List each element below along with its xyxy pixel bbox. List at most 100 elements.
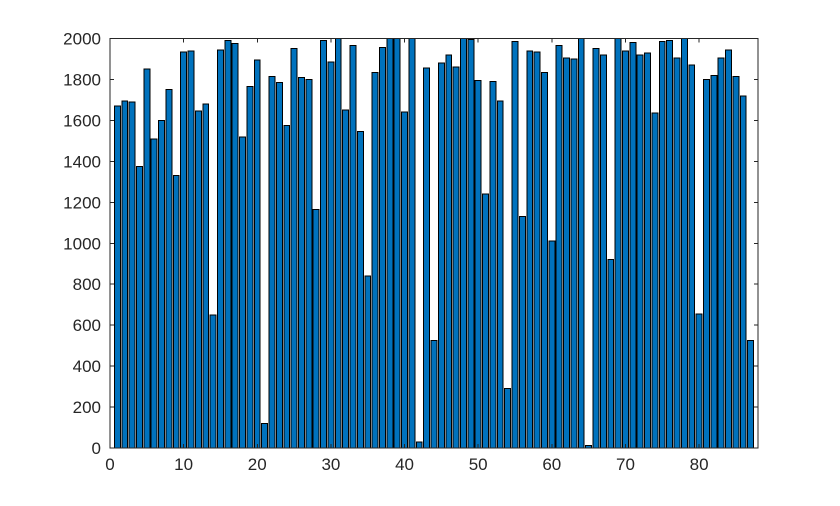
bar [518, 216, 526, 449]
bar [194, 110, 202, 449]
bar [209, 314, 217, 449]
bar [283, 125, 291, 449]
bar [710, 74, 718, 449]
bar [570, 58, 578, 449]
bar [327, 61, 335, 449]
bar [644, 52, 651, 449]
bar [268, 75, 276, 449]
bar [334, 38, 342, 449]
bar [680, 38, 688, 449]
x-tick-label: 80 [690, 455, 709, 474]
x-tick-label: 60 [542, 455, 561, 474]
bar [143, 68, 151, 449]
bar [165, 89, 173, 449]
bar [305, 78, 313, 449]
bar [695, 313, 703, 449]
bar [423, 67, 431, 449]
y-tick-label: 1600 [63, 111, 101, 130]
x-tick-label: 10 [174, 455, 193, 474]
bar [629, 42, 637, 449]
bar [386, 38, 394, 449]
y-tick-label: 1200 [63, 193, 101, 212]
bar [496, 100, 504, 449]
bar [739, 95, 747, 449]
y-tick-label: 1800 [63, 70, 101, 89]
bar [430, 340, 438, 449]
x-tick-label: 0 [105, 455, 114, 474]
x-tick-label: 20 [248, 455, 267, 474]
bar [217, 49, 224, 449]
bar [408, 38, 416, 449]
y-tick-label: 2000 [63, 30, 101, 49]
bar [349, 45, 357, 449]
bar [747, 340, 755, 449]
bar [703, 78, 710, 449]
bar [489, 80, 497, 449]
bar [533, 51, 541, 449]
bar [526, 50, 534, 449]
bar [312, 208, 320, 449]
bar [202, 103, 210, 449]
bar [504, 388, 512, 449]
bar [371, 71, 379, 449]
bar [725, 49, 732, 449]
bar [673, 57, 681, 449]
bar [128, 101, 136, 449]
bar [253, 59, 261, 449]
bar [548, 240, 556, 449]
x-tick-label: 50 [469, 455, 488, 474]
x-tick-label: 40 [395, 455, 414, 474]
bar [555, 45, 563, 449]
bar [290, 48, 298, 449]
bar [467, 39, 475, 449]
bar [187, 50, 195, 449]
y-tick-label: 800 [73, 275, 101, 294]
y-tick-label: 200 [73, 398, 101, 417]
bar [239, 136, 246, 449]
bar [607, 259, 615, 449]
y-tick-label: 1000 [63, 234, 101, 253]
bar [121, 100, 129, 449]
bar [224, 40, 232, 449]
bar [379, 47, 386, 449]
bar [732, 75, 740, 449]
x-tick-label: 70 [616, 455, 635, 474]
y-tick-label: 600 [73, 316, 101, 335]
bar [415, 441, 423, 449]
bar [356, 131, 364, 449]
bar [482, 193, 489, 449]
bar [614, 38, 622, 449]
bar [460, 38, 467, 449]
bar [158, 119, 165, 449]
bar [636, 54, 644, 449]
bar [393, 38, 401, 449]
bar [320, 40, 327, 449]
bar [275, 82, 283, 449]
bar [180, 51, 188, 449]
bar [136, 165, 143, 449]
bar [717, 57, 725, 449]
bar [622, 50, 629, 449]
bar [658, 41, 666, 449]
bar [113, 105, 121, 449]
bar [150, 138, 158, 449]
bar [298, 76, 305, 449]
bar [172, 175, 180, 449]
bar [342, 109, 350, 449]
bar [541, 71, 548, 449]
bar [401, 111, 408, 449]
bar [364, 275, 372, 449]
bar [577, 38, 585, 449]
bar [511, 41, 519, 449]
bar [445, 54, 453, 449]
x-tick-label: 30 [321, 455, 340, 474]
bar [651, 112, 659, 449]
bar [437, 62, 445, 449]
y-tick-label: 0 [92, 439, 101, 458]
bar [231, 43, 239, 449]
bar [592, 48, 600, 449]
bar [688, 64, 696, 449]
y-tick-label: 1400 [63, 152, 101, 171]
bar [474, 79, 482, 449]
